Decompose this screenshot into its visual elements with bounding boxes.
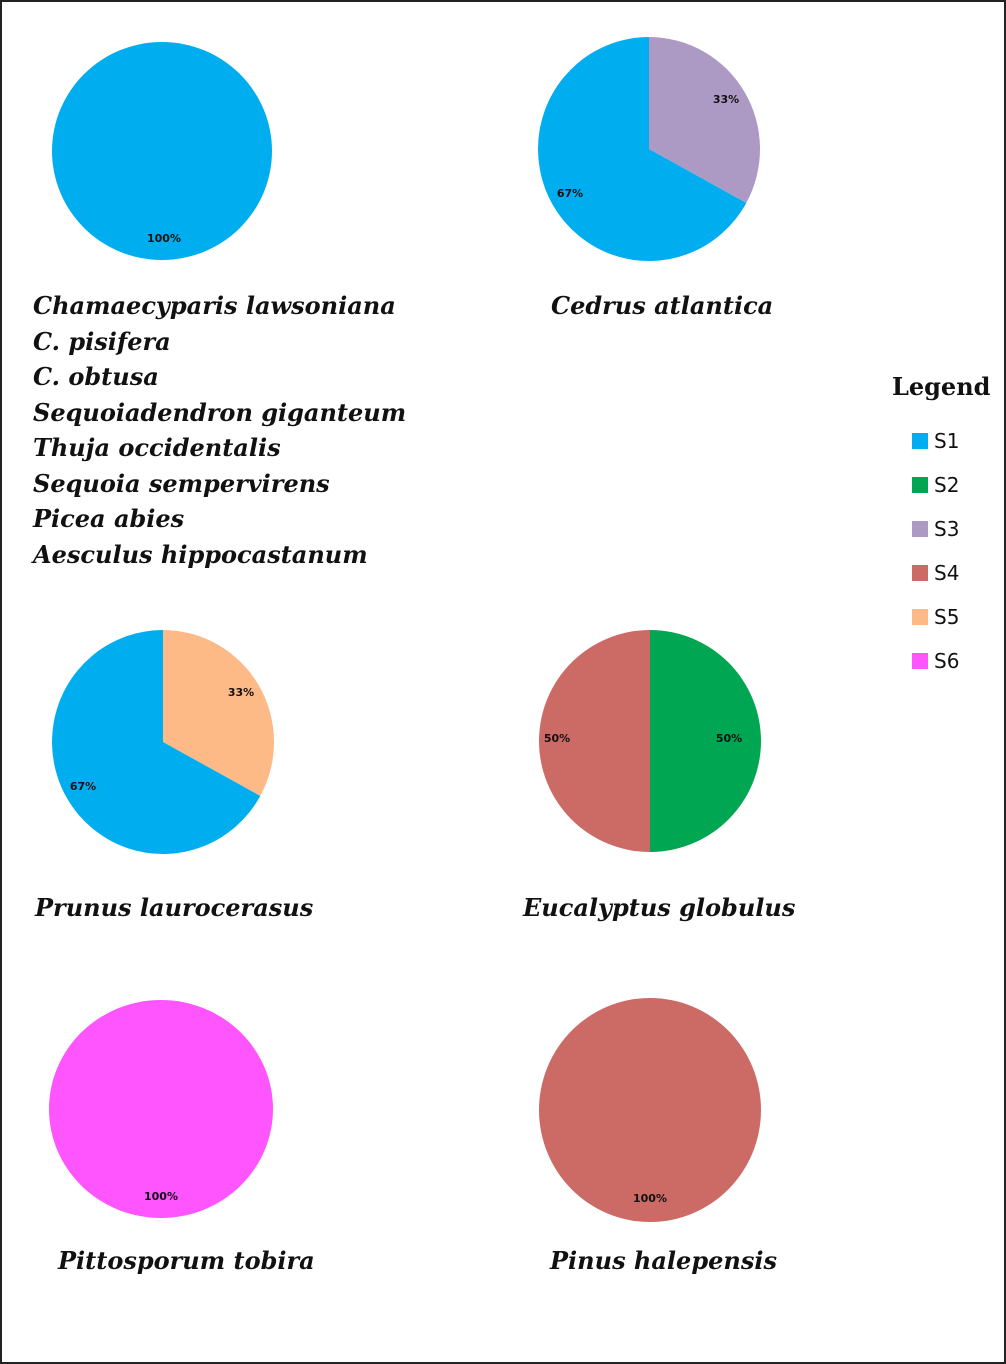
species-name: Sequoia sempervirens (33, 468, 330, 498)
slice-percent-label: 33% (228, 686, 254, 699)
legend-item-s6: S6 (890, 639, 990, 683)
caption-cedrus-atlantica: Cedrus atlantica (551, 288, 773, 324)
caption-pittosporum-tobira: Pittosporum tobira (58, 1243, 315, 1279)
slice-percent-label: 67% (70, 780, 96, 793)
legend-item-s4: S4 (890, 551, 990, 595)
species-name: C. pisifera (33, 326, 171, 356)
legend-swatch (912, 653, 928, 669)
pie-slice-s1 (538, 37, 747, 261)
species-name: Prunus laurocerasus (35, 893, 314, 922)
species-name: Eucalyptus globulus (523, 893, 796, 922)
pie-chart-pittosporum: 100% (49, 1000, 273, 1218)
pie-slice-s3 (649, 37, 760, 203)
species-name: Aesculus hippocastanum (33, 539, 368, 569)
slice-percent-label: 100% (147, 232, 181, 245)
species-name: Cedrus atlantica (551, 291, 774, 320)
species-name: Pinus halepensis (550, 1246, 777, 1275)
legend-label: S1 (934, 429, 960, 453)
legend-item-s1: S1 (890, 419, 990, 463)
caption-prunus-laurocerasus: Prunus laurocerasus (35, 890, 313, 926)
pie-svg: 33% 67% (538, 37, 760, 261)
legend-swatch (912, 521, 928, 537)
legend-title: Legend (892, 372, 991, 401)
pie-slice-s2 (650, 630, 761, 852)
pie-svg: 100% (539, 998, 761, 1222)
species-name: Picea abies (33, 504, 185, 533)
species-name: Pittosporum tobira (58, 1246, 315, 1275)
pie-svg: 50% 50% (539, 630, 761, 852)
pie-svg: 33% 67% (52, 630, 274, 854)
legend-label: S2 (934, 473, 960, 497)
legend-label: S6 (934, 649, 960, 673)
pie-slice-s5 (163, 630, 274, 796)
pie-slice-s6 (49, 1000, 273, 1218)
pie-svg: 100% (49, 1000, 273, 1218)
legend: Legend S1 S2 S3 S4 S5 S6 (890, 372, 990, 683)
legend-swatch (912, 565, 928, 581)
legend-swatch (912, 477, 928, 493)
legend-label: S3 (934, 517, 960, 541)
species-name: Chamaecyparis lawsoniana (33, 291, 396, 320)
slice-percent-label: 50% (544, 732, 570, 745)
legend-item-s2: S2 (890, 463, 990, 507)
caption-eucalyptus-globulus: Eucalyptus globulus (523, 890, 795, 926)
pie-slice-s1 (52, 42, 272, 260)
pie-slice-s1 (52, 630, 261, 854)
pie-chart-cedrus: 33% 67% (538, 37, 760, 261)
legend-item-s3: S3 (890, 507, 990, 551)
legend-label: S5 (934, 605, 960, 629)
slice-percent-label: 100% (144, 1190, 178, 1203)
species-name: Sequoiadendron giganteum (33, 397, 407, 427)
pie-chart-prunus: 33% 67% (52, 630, 274, 854)
pie-chart-pinus: 100% (539, 998, 761, 1222)
pie-chart-chamaecyparis: 100% (52, 42, 272, 260)
slice-percent-label: 33% (713, 93, 739, 106)
species-name: C. obtusa (33, 362, 159, 391)
species-name: Thuja occidentalis (33, 433, 281, 462)
legend-swatch (912, 433, 928, 449)
slice-percent-label: 50% (716, 732, 742, 745)
legend-label: S4 (934, 561, 960, 585)
pie-chart-eucalyptus: 50% 50% (539, 630, 761, 852)
pie-slice-s4 (539, 630, 650, 852)
legend-swatch (912, 609, 928, 625)
legend-item-s5: S5 (890, 595, 990, 639)
pie-svg: 100% (52, 42, 272, 260)
caption-pinus-halepensis: Pinus halepensis (550, 1243, 777, 1279)
pie-slice-s4 (539, 998, 761, 1222)
caption-chamaecyparis-group: Chamaecyparis lawsoniana C. pisifera C. ob… (33, 288, 406, 572)
slice-percent-label: 100% (633, 1192, 667, 1205)
slice-percent-label: 67% (557, 187, 583, 200)
